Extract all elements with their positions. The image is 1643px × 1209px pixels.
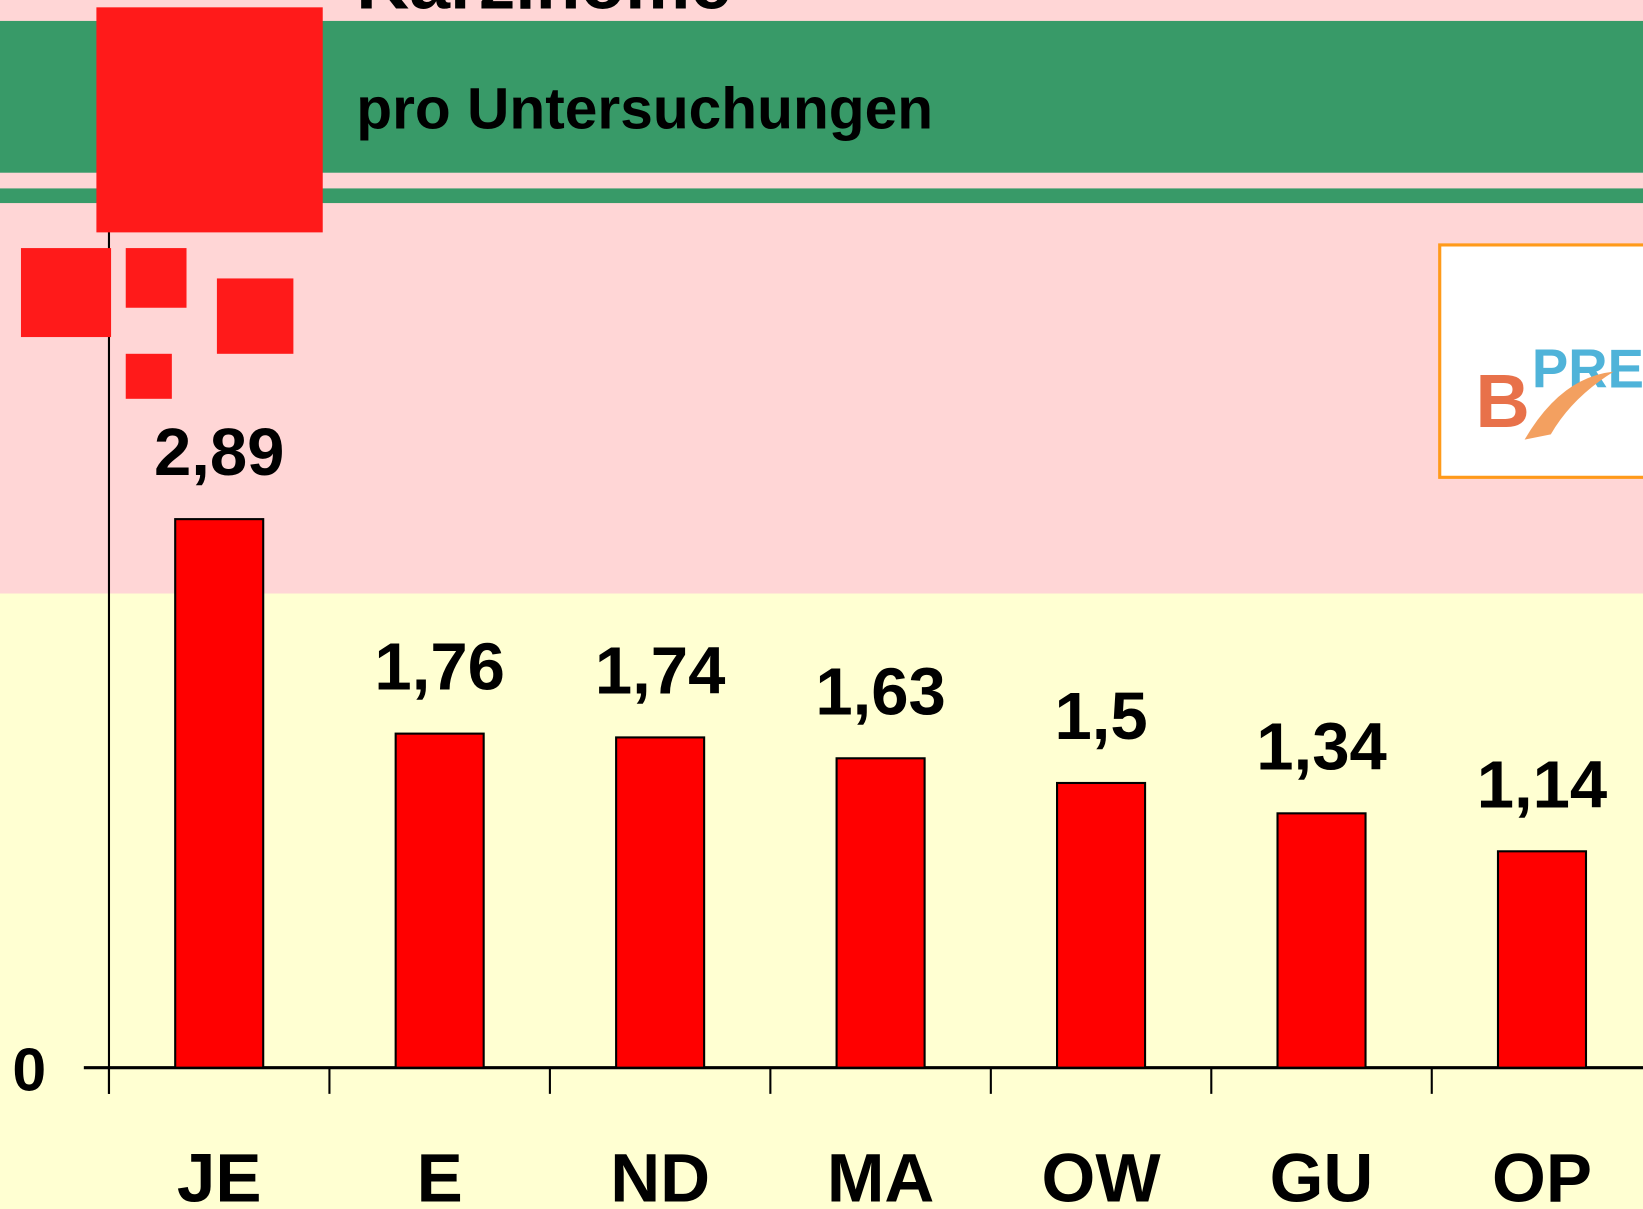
value-label: 1,14: [1477, 747, 1608, 822]
bar: [394, 732, 485, 1069]
bar: [174, 518, 265, 1069]
logo-box: [1438, 243, 1643, 479]
bar: [835, 757, 926, 1069]
x-tick-label: MA: [827, 1139, 935, 1209]
value-label: 2,89: [154, 415, 285, 490]
x-tick-label: OP: [1492, 1139, 1592, 1209]
y-tick-label: 0: [12, 1036, 46, 1104]
x-tick-label: JE: [177, 1139, 262, 1209]
chart: 0 2,89 JE 1,76 E 1,74 ND 1,63 MA 1,5 OW 1,34 GU 1,14 O…: [12, 213, 1643, 1209]
value-label: 1,74: [595, 633, 726, 708]
logo-letter: B: [1475, 359, 1529, 443]
x-tick-label: ND: [610, 1139, 710, 1209]
deco-square: [20, 248, 112, 338]
title: Karzinome: [356, 0, 731, 24]
deco-square: [125, 248, 187, 308]
x-tick-label: OW: [1042, 1139, 1162, 1209]
deco-square: [125, 353, 172, 399]
value-label: 1,34: [1256, 709, 1387, 784]
value-label: 1,63: [815, 654, 946, 729]
background-bottom: [0, 593, 1643, 1209]
value-label: 1,5: [1054, 679, 1147, 754]
header-stripe: [0, 188, 1643, 204]
x-tick-label: E: [417, 1139, 463, 1209]
x-tick-label: GU: [1270, 1139, 1374, 1209]
logo-feather: [1524, 371, 1614, 440]
bar: [1276, 812, 1367, 1069]
deco-square: [96, 7, 323, 233]
value-label: 1,76: [374, 630, 505, 705]
bar: [1496, 850, 1588, 1069]
deco-square: [216, 278, 294, 354]
subtitle: pro Untersuchungen: [356, 77, 933, 142]
bar: [615, 736, 706, 1069]
bar: [1056, 781, 1147, 1069]
